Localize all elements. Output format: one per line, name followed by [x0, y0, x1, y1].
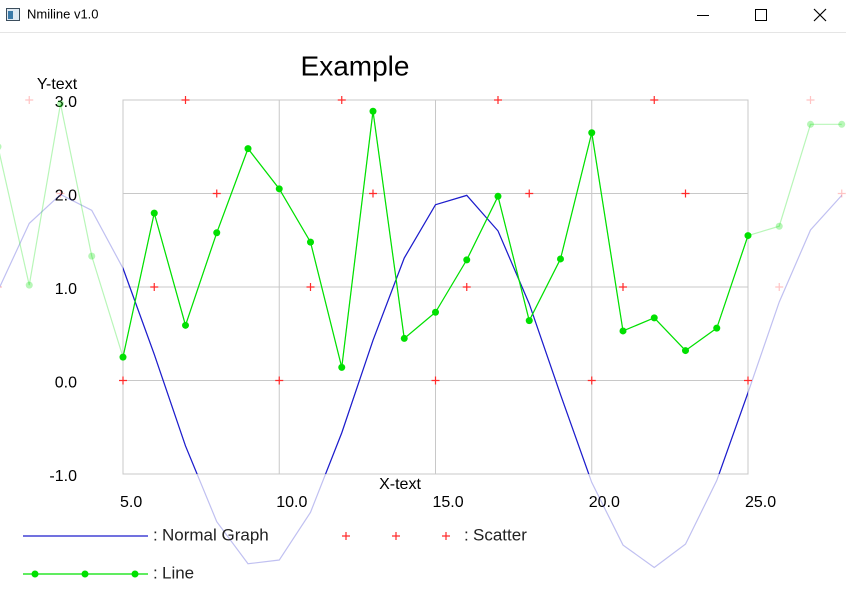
chart-title: Example — [301, 50, 410, 81]
point — [213, 229, 221, 237]
point — [650, 314, 658, 322]
x-tick-label: 15.0 — [433, 494, 464, 511]
title-bar — [0, 0, 846, 32]
y-tick-label: 1.0 — [55, 281, 77, 298]
series-line — [123, 111, 748, 368]
scatter-point — [494, 96, 502, 104]
point — [0, 143, 2, 150]
point — [119, 353, 127, 361]
scatter-point — [806, 96, 815, 104]
point — [432, 308, 439, 316]
point — [525, 317, 533, 325]
scatter-point — [587, 376, 596, 385]
point — [588, 129, 596, 137]
legend-marker — [81, 570, 89, 578]
point — [150, 209, 158, 217]
x-tick-label: 25.0 — [745, 494, 776, 511]
point — [775, 222, 783, 230]
point — [88, 252, 96, 260]
maximize-button[interactable] — [755, 9, 767, 21]
scatter-point — [56, 189, 65, 198]
legend-separator: : — [464, 525, 469, 544]
scatter-point — [650, 96, 659, 104]
scatter-point — [275, 376, 284, 385]
y-tick-label: -1.0 — [49, 468, 77, 485]
y-tick-label: 0.0 — [55, 375, 77, 392]
app-icon — [6, 8, 20, 21]
chart: Example Y-text X-text 5.0 10.0 15.0 20.0 25.… — [0, 50, 846, 582]
legend-marker — [131, 570, 139, 578]
legend-separator: : — [153, 563, 158, 582]
legend-label: Scatter — [473, 525, 527, 544]
point — [307, 238, 314, 246]
scatter-point — [431, 376, 440, 385]
legend-marker — [342, 532, 350, 540]
scatter-point — [462, 283, 471, 291]
point — [25, 281, 33, 289]
legend-marker — [31, 570, 39, 578]
point — [400, 334, 408, 342]
point — [57, 100, 64, 108]
x-axis-label: X-text — [379, 476, 421, 493]
y-tick-label: 2.0 — [55, 188, 77, 205]
point — [463, 256, 471, 264]
legend-separator: : — [153, 525, 158, 544]
x-tick-label: 10.0 — [276, 494, 307, 511]
point — [682, 347, 689, 355]
point — [182, 321, 189, 329]
scatter-point — [0, 286, 2, 288]
point — [494, 192, 502, 200]
legend-marker — [392, 532, 400, 540]
point — [557, 255, 564, 263]
scatter-point — [150, 283, 159, 291]
point — [369, 107, 377, 115]
scatter-point — [369, 189, 377, 198]
scatter-point — [306, 283, 315, 291]
point — [338, 363, 346, 371]
x-tick-label: 20.0 — [589, 494, 620, 511]
scatter-point — [181, 96, 190, 104]
legend-label: Normal Graph — [162, 525, 269, 544]
scatter-point — [681, 189, 690, 198]
window-title: Nmiline v1.0 — [27, 6, 99, 21]
series-line — [123, 194, 748, 474]
y-tick-label: 3.0 — [55, 94, 77, 111]
scatter-point — [775, 283, 784, 291]
point — [619, 327, 627, 335]
scatter-point — [212, 189, 221, 198]
legend-marker — [442, 532, 450, 540]
scatter-point — [25, 96, 34, 104]
point — [807, 120, 814, 128]
y-axis-label: Y-text — [37, 76, 78, 93]
x-tick-label: 5.0 — [120, 494, 142, 511]
scatter-point — [119, 376, 127, 385]
scatter-point — [837, 189, 846, 198]
plot-border — [122, 99, 749, 475]
close-button[interactable] — [813, 8, 827, 22]
point — [244, 145, 252, 153]
scatter-point — [337, 96, 346, 104]
scatter-point — [744, 376, 752, 385]
scatter-point — [619, 283, 627, 291]
point — [838, 120, 846, 128]
point — [275, 185, 283, 193]
scatter-point — [525, 189, 534, 198]
point — [713, 324, 721, 332]
point — [744, 232, 752, 240]
legend-label: Line — [162, 563, 194, 582]
